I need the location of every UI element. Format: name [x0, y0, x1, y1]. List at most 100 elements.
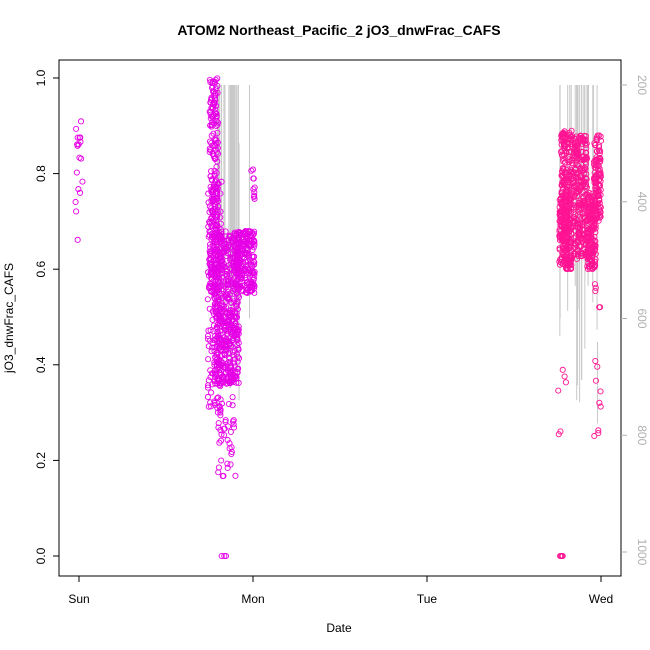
data-point — [564, 179, 571, 186]
data-point — [245, 265, 252, 272]
data-point — [215, 344, 223, 351]
data-point — [221, 325, 228, 332]
y2-tick-label: 400 — [635, 192, 649, 212]
chart-title: ATOM2 Northeast_Pacific_2 jO3_dnwFrac_CA… — [177, 22, 500, 38]
data-point — [208, 123, 215, 130]
data-point — [74, 134, 81, 141]
data-point — [572, 142, 579, 149]
data-point — [225, 354, 233, 361]
data-point — [215, 469, 222, 476]
data-point — [228, 444, 235, 451]
data-point — [218, 246, 225, 253]
data-point — [228, 278, 235, 286]
data-point — [218, 457, 225, 464]
y-tick-label: 1.0 — [34, 69, 48, 86]
data-point — [208, 140, 215, 147]
data-point — [570, 217, 577, 224]
data-point — [224, 464, 231, 471]
data-point — [577, 217, 584, 224]
y-tick-label: 0.0 — [34, 547, 48, 564]
data-point — [205, 269, 212, 276]
data-point — [217, 437, 225, 444]
data-point — [559, 152, 566, 159]
data-point — [572, 248, 579, 255]
data-point — [234, 258, 241, 265]
data-point — [567, 265, 574, 272]
y2-tick-label: 1000 — [635, 539, 649, 566]
data-point — [244, 289, 251, 296]
data-point — [213, 356, 220, 363]
data-point — [560, 129, 567, 136]
data-point — [224, 460, 231, 467]
data-point — [566, 259, 573, 266]
data-point — [224, 268, 231, 275]
data-point — [224, 250, 231, 257]
data-point — [220, 303, 227, 310]
data-point — [251, 259, 258, 266]
data-point — [593, 137, 600, 144]
data-point — [560, 222, 568, 229]
y-axis-label: jO3_dnwFrac_CAFS — [2, 263, 16, 374]
data-point — [234, 255, 241, 262]
data-point — [222, 418, 229, 425]
data-point — [219, 352, 226, 359]
data-point — [577, 178, 584, 185]
data-point — [205, 377, 212, 384]
data-point — [219, 472, 226, 480]
data-point — [234, 298, 241, 305]
data-point — [218, 294, 225, 301]
data-point — [237, 283, 244, 290]
data-point — [251, 261, 258, 268]
data-point — [215, 424, 222, 431]
data-point — [218, 361, 225, 368]
data-point — [582, 149, 589, 156]
data-point — [559, 164, 567, 172]
data-point — [204, 393, 211, 401]
data-point — [224, 294, 231, 301]
data-point — [222, 228, 229, 235]
data-point — [231, 331, 238, 338]
data-point — [249, 166, 257, 173]
data-point — [564, 245, 571, 252]
data-point — [220, 237, 228, 244]
data-point — [208, 95, 216, 102]
data-point — [224, 374, 231, 381]
plot-frame — [58, 59, 622, 577]
data-point — [219, 262, 226, 269]
data-point — [206, 248, 213, 255]
data-point — [597, 403, 604, 410]
data-point — [213, 110, 220, 117]
data-point — [209, 79, 216, 87]
data-point — [206, 228, 213, 235]
data-point — [205, 382, 212, 389]
data-point — [229, 323, 236, 330]
data-point — [249, 287, 256, 294]
data-point — [583, 155, 590, 162]
data-point — [227, 364, 235, 371]
data-point — [562, 142, 569, 150]
data-point — [215, 228, 222, 235]
data-point — [594, 363, 601, 370]
data-point — [211, 136, 218, 143]
data-point — [578, 236, 585, 243]
data-point — [559, 366, 566, 373]
data-point — [588, 234, 595, 241]
data-point — [219, 303, 226, 311]
data-point — [218, 269, 225, 277]
data-point — [591, 241, 598, 249]
data-point — [571, 135, 578, 142]
x-tick-label: Wed — [589, 592, 613, 606]
data-point — [586, 189, 593, 197]
data-point — [204, 384, 212, 391]
data-point — [213, 149, 220, 156]
data-point — [207, 374, 214, 381]
data-point — [224, 317, 231, 324]
data-point — [216, 334, 223, 341]
data-point — [212, 230, 219, 237]
data-point — [572, 190, 579, 197]
data-point — [211, 208, 218, 215]
y2-tick-label: 200 — [635, 75, 649, 95]
data-point — [216, 318, 223, 325]
data-point — [229, 316, 237, 323]
x-tick-label: Tue — [417, 592, 438, 606]
